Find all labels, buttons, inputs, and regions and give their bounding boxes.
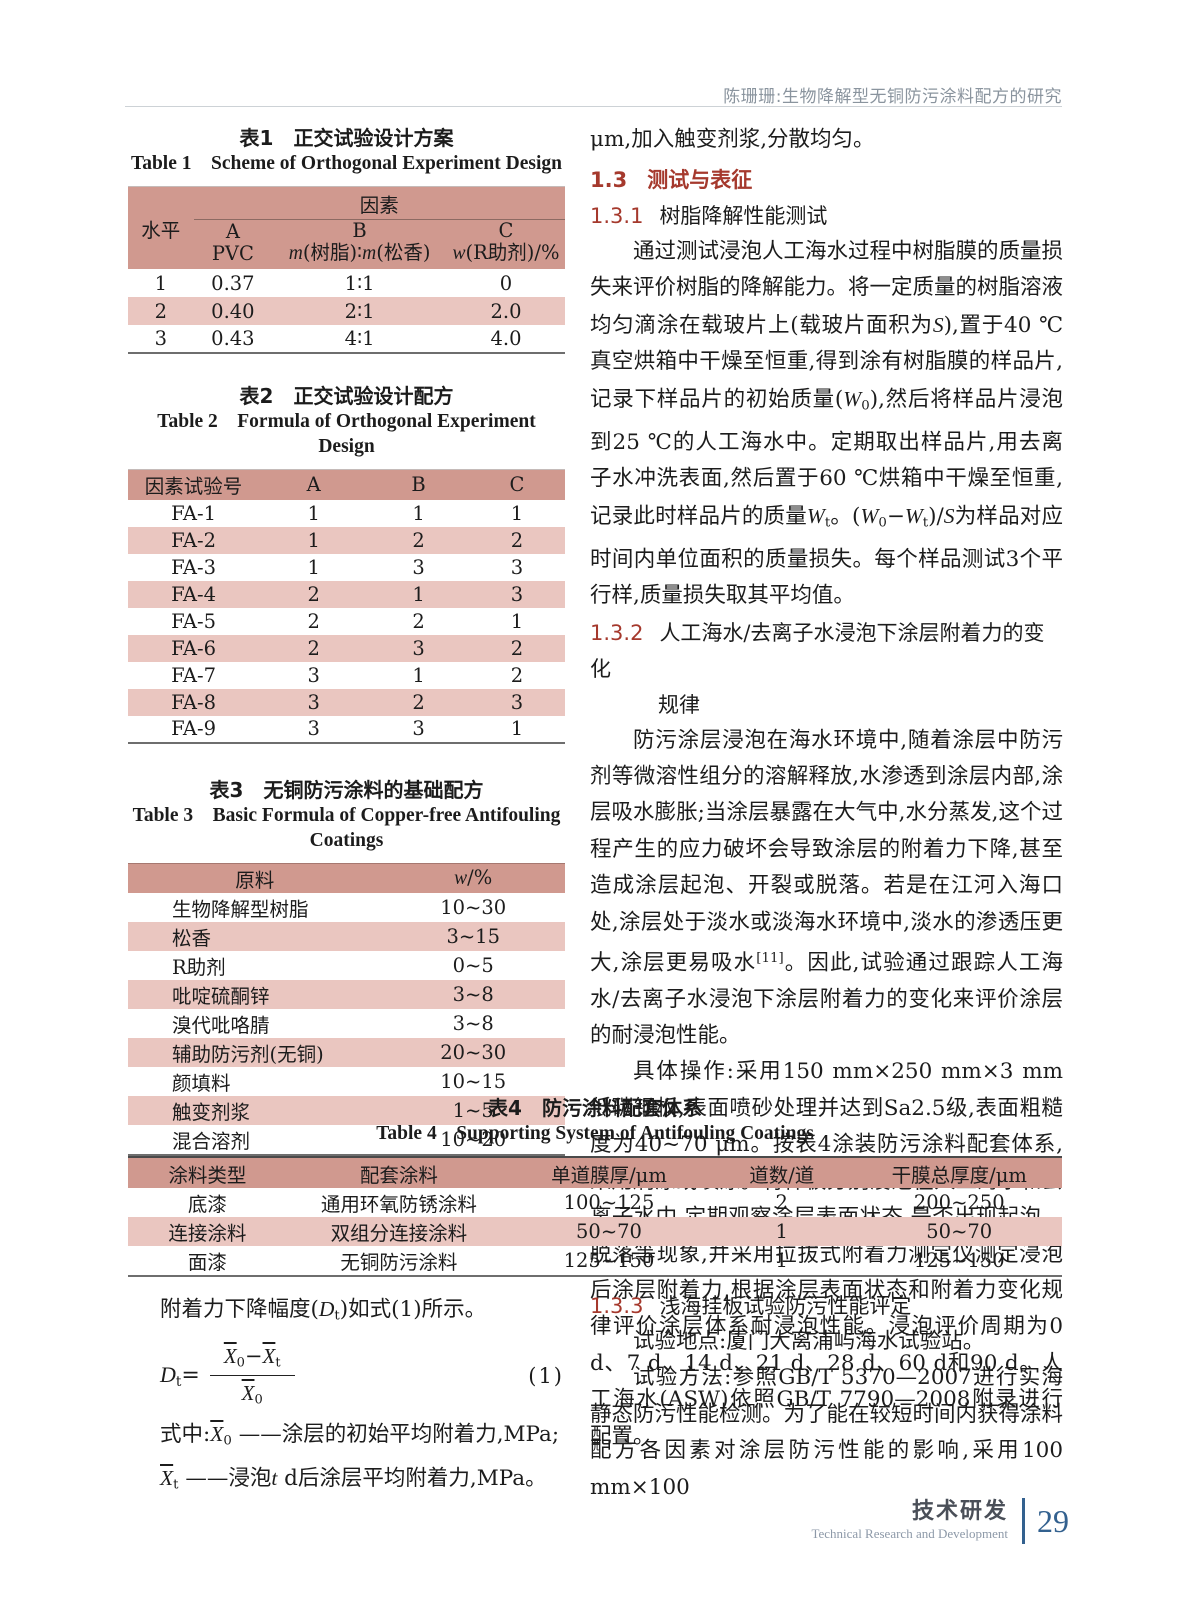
table-row: FA-2 1 2 2: [128, 526, 565, 554]
table-3: 原料 w/% 生物降解型树脂 10~30 松香 3~15 R助剂 0~5 吡啶硫酮锌 3…: [128, 862, 565, 1156]
paragraph-1-3-2b: 具体操作:采用150 mm×250 mm×3 mm低碳钢板,表面喷砂处理并达到S…: [590, 1059, 1064, 1449]
table1-col-a-sub: PVC: [211, 241, 254, 265]
table-row: 面漆 无铜防污涂料 125~150 1 125~150: [187, 1249, 1005, 1274]
table-row: FA-3 1 3 3: [171, 555, 524, 579]
table3-header-row: 原料 w/%: [128, 863, 565, 893]
table2-title-en: Table 2 Formula of Orthogonal Experiment…: [157, 411, 536, 457]
table-row: FA-7 3 1 2: [171, 663, 524, 687]
table-2: 因素试验号 A B C FA-1 1 1 1 FA-2 1 2 2 FA-3 1 3 3 FA-4…: [128, 469, 565, 744]
section-1-3-number: 1.3: [590, 168, 628, 192]
table1-col-c-label: C: [498, 219, 514, 242]
table-row: FA-9 3 3 1: [171, 717, 524, 740]
table-row: 1 0.37 1∶1 0: [154, 271, 513, 295]
equation-denominator: X0: [241, 1381, 263, 1408]
section-1-3-2-number: 1.3.2: [590, 620, 644, 645]
table-row: 3 0.43 4∶1 4.0: [154, 327, 522, 350]
table-4: 涂料类型 配套涂料 单道膜厚/μm 道数/道 干膜总厚度/μm 底漆 通用环氧防锈…: [128, 1156, 1062, 1277]
table2-header-row: 因素试验号 A B C: [128, 469, 565, 500]
table1-col-b: B m(树脂)∶m(松香): [272, 220, 447, 270]
paragraph-1-3-1: 通过测试浸泡人工海水过程中树脂膜的质量损失来评价树脂的降解能力。将一定质量的树脂…: [590, 239, 1064, 609]
paragraph-1-3-3-method: 试验方法:参照GB/T 5370—2007进行实海静态防污性能检测。为了能在较短…: [590, 1365, 1064, 1500]
equation-lhs: Dt=: [160, 1361, 200, 1390]
table-row: 溴代吡咯腈 3~8: [172, 1012, 494, 1037]
table1-col-c: C w(R助剂)/%: [447, 220, 565, 270]
footer-section-cn: 技术研发: [911, 1499, 1008, 1524]
table1-col-c-sub: w(R助剂)/%: [452, 241, 560, 265]
table4-title-cn: 表4 防污涂料配套体系: [488, 1096, 702, 1120]
table3-title-en-line1: Table 3 Basic Formula of Copper-free Ant…: [132, 804, 561, 826]
table1-col-b-label: B: [352, 219, 367, 242]
lead-line: μm,加入触变剂浆,分散均匀。: [590, 127, 875, 152]
section-1-3-2-title-line1: 人工海水/去离子水浸泡下涂层附着力的变化: [590, 620, 1045, 681]
table-row: 生物降解型树脂 10~30: [172, 896, 507, 921]
table-row: FA-4 2 1 3: [128, 580, 565, 608]
table-row: FA-5 2 2 1: [171, 609, 524, 633]
table1-title-en: Table 1 Scheme of Orthogonal Experiment …: [131, 153, 562, 174]
table-1: 水平 因素 A PVC B m(树脂)∶m(松香) C w(R助剂)/%: [128, 186, 565, 354]
section-1-3-3-block: 1.3.3 浅海挂板试验防污性能评定 试验地点:厦门大离浦屿海水试验站。 试验方法…: [590, 1288, 1063, 1506]
table1-col-b-sub: m(树脂)∶m(松香): [288, 241, 431, 265]
table-row: 连接涂料 双组分连接涂料 50~70 1 50~70: [128, 1217, 1062, 1246]
table4-title-en: Table 4 Supporting System of Antifouling…: [376, 1123, 814, 1144]
paragraph-1-3-3-location: 试验地点:厦门大离浦屿海水试验站。: [633, 1329, 985, 1354]
table4-header-row: 涂料类型 配套涂料 单道膜厚/μm 道数/道 干膜总厚度/μm: [128, 1157, 1062, 1188]
section-1-3-1-number: 1.3.1: [590, 204, 644, 228]
table-row: FA-8 3 2 3: [128, 688, 565, 716]
table3-title-en-line2: Coatings: [309, 829, 384, 851]
page-number: 29: [1037, 1502, 1069, 1539]
equation-numerator: X0−Xt: [209, 1344, 295, 1377]
section-1-3-1-heading: 1.3.1 树脂降解性能测试: [590, 198, 1063, 234]
section-1-3-3-title: 浅海挂板试验防污性能评定: [659, 1294, 912, 1318]
section-1-3-3-heading: 1.3.3 浅海挂板试验防污性能评定: [590, 1288, 1063, 1324]
section-1-3-1-title: 树脂降解性能测试: [659, 204, 828, 228]
table-row: 2 0.40 2∶1 2.0: [128, 297, 565, 325]
table1-header-row-1: 水平 因素: [128, 186, 565, 242]
table-row: 松香 3~15: [128, 922, 565, 951]
table-row: FA-6 2 3 2: [128, 634, 565, 662]
footer-text: 技术研发 Technical Research and Development: [811, 1499, 1008, 1543]
footer-section-en: Technical Research and Development: [811, 1526, 1008, 1541]
table-row: 触变剂浆 1~5: [128, 1096, 565, 1125]
table-row: 辅助防污剂(无铜) 20~30: [128, 1038, 565, 1067]
equation-legend-2: Xt ——浸泡t d后涂层平均附着力,MPa。: [160, 1465, 547, 1493]
table-row: R助剂 0~5: [172, 954, 494, 979]
section-1-3-2-title-line2: 规律: [658, 692, 700, 717]
table1-col-a-label: A: [225, 219, 240, 243]
table-row: 混合溶剂 10~20: [172, 1128, 507, 1153]
equation-block: 附着力下降幅度(Dt)如式(1)所示。 Dt= X0−Xt X0 (1) 式中:…: [160, 1292, 564, 1503]
paragraph-1-3-2a: 防污涂层浸泡在海水环境中,随着涂层中防污剂等微溶性组分的溶解释放,水渗透到涂层内…: [590, 727, 1063, 1049]
equation-fraction: X0−Xt X0: [209, 1344, 295, 1408]
table-row: 底漆 通用环氧防锈涂料 100~125 2 200~250: [187, 1191, 1005, 1216]
section-1-3-title: 测试与表征: [647, 168, 753, 192]
table4-block: 表4 防污涂料配套体系 Table 4 Supporting System of…: [128, 1096, 1062, 1277]
table1-col-factor: 因素: [193, 186, 565, 220]
right-column: μm,加入触变剂浆,分散均匀。 1.3 测试与表征 1.3.1 树脂降解性能测试 通…: [590, 122, 1063, 1455]
section-1-3-2-heading: 1.3.2 人工海水/去离子水浸泡下涂层附着力的变化 规律: [590, 615, 1063, 723]
table-row: 颜填料 10~15: [172, 1070, 507, 1095]
table1-title-cn: 表1 正交试验设计方案: [239, 126, 454, 150]
table3-title-cn: 表3 无铜防污涂料的基础配方: [209, 777, 484, 802]
table-row: 吡啶硫酮锌 3~8: [128, 980, 565, 1009]
page-footer: 技术研发 Technical Research and Development …: [811, 1498, 1069, 1544]
table-row: FA-1 1 1 1: [171, 501, 524, 525]
table1-col-a: A PVC: [194, 220, 273, 270]
table1-header-row-2: A PVC B m(树脂)∶m(松香) C w(R助剂)/%: [128, 219, 565, 270]
footer-divider-bar: [1022, 1498, 1025, 1544]
equation-legend-1: 式中:X0 ——涂层的初始平均附着力,MPa;: [160, 1422, 560, 1449]
equation-intro: 附着力下降幅度(Dt)如式(1)所示。: [160, 1297, 487, 1324]
section-1-3-heading: 1.3 测试与表征: [590, 162, 1063, 198]
table2-title-cn: 表2 正交试验设计配方: [239, 384, 454, 408]
section-1-3-3-number: 1.3.3: [590, 1294, 644, 1318]
equation-number: (1): [528, 1363, 564, 1388]
header-rule: [125, 106, 1062, 107]
left-column: 表1 正交试验设计方案 Table 1 Scheme of Orthogonal…: [128, 126, 565, 1156]
running-header: 陈珊珊:生物降解型无铜防污涂料配方的研究: [723, 87, 1062, 107]
equation-1: Dt= X0−Xt X0 (1): [160, 1344, 564, 1408]
table1-col-level: 水平: [141, 218, 181, 242]
